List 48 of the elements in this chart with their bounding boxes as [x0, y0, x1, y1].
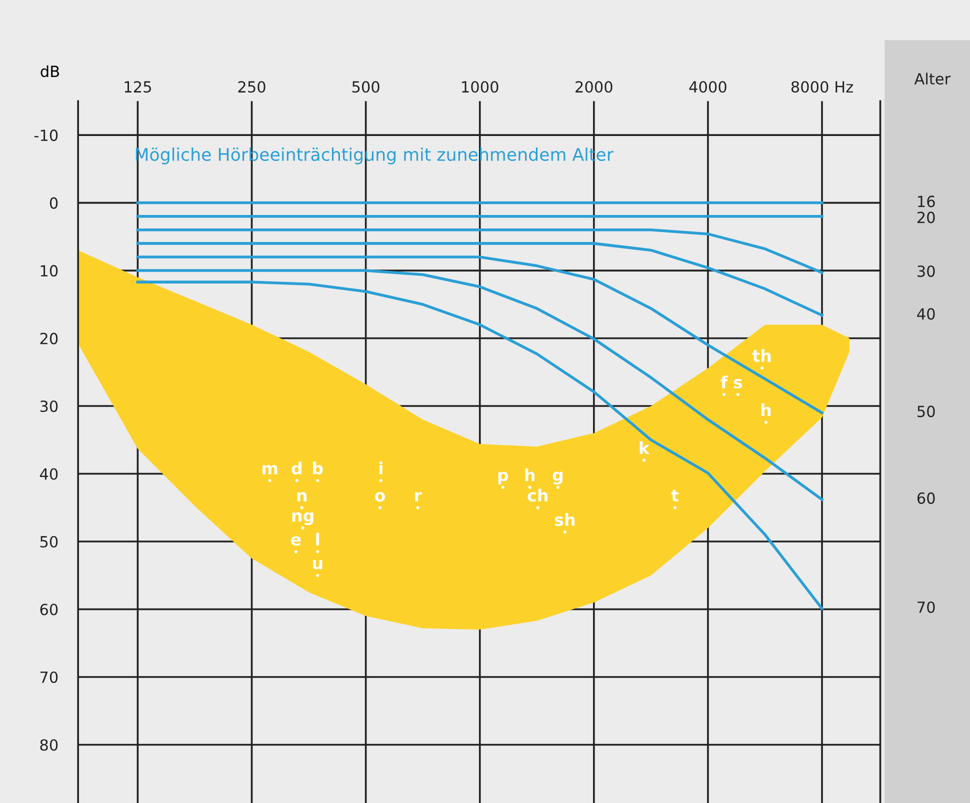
y-tick-label: 80	[40, 739, 58, 751]
text: 50	[918, 406, 935, 418]
x-tick-label: 4000	[689, 81, 726, 93]
data-label: sh	[554, 513, 575, 526]
x-tick-label: 125	[124, 81, 151, 93]
data-label: k	[640, 441, 650, 454]
y-tick-label: 50	[40, 536, 58, 548]
y-tick-label: 30	[40, 400, 58, 412]
y-tick-label: 60	[40, 604, 58, 616]
text: 60	[917, 492, 935, 504]
data-label: e	[291, 536, 301, 546]
y-tick-label: -10	[34, 130, 58, 142]
data-label: s	[734, 378, 742, 388]
data-label: p	[498, 472, 508, 485]
text: 70	[918, 601, 935, 614]
data-label: h	[761, 403, 771, 416]
y-tick-label: 20	[40, 332, 58, 344]
text: 20	[917, 212, 935, 224]
data-label: n	[297, 492, 306, 502]
y2-axis-title: Alter	[914, 72, 951, 85]
text: 30	[918, 265, 935, 277]
text: 40	[917, 308, 935, 320]
x-tick-label: 2000	[576, 81, 612, 93]
data-label: h	[525, 468, 534, 482]
y-tick-label: 10	[40, 265, 58, 277]
y-tick-label: 40	[40, 468, 58, 480]
x-tick-label: 500	[352, 81, 380, 93]
data-label: u	[312, 560, 322, 570]
data-label: o	[374, 492, 385, 502]
data-label: f	[720, 376, 728, 388]
y-axis-title: dB	[40, 65, 60, 78]
data-label: i	[379, 462, 382, 474]
x-tick-label: 8000 Hz	[791, 81, 853, 93]
data-label: ng	[292, 512, 314, 526]
data-label: th	[752, 349, 771, 362]
data-label: g	[552, 472, 562, 485]
data-label: m	[262, 464, 278, 474]
y-tick-label: 0	[50, 197, 58, 209]
x-tick-label: 1000	[462, 81, 498, 93]
x-tick-label: 250	[238, 81, 266, 93]
data-label: d	[292, 462, 302, 475]
data-label: t	[671, 490, 679, 502]
text: 16	[918, 196, 935, 208]
data-label: ch	[528, 488, 548, 502]
y-tick-label: 70	[40, 671, 58, 684]
data-label: r	[415, 492, 422, 502]
data-label: b	[313, 462, 323, 475]
data-label: l	[316, 532, 320, 546]
